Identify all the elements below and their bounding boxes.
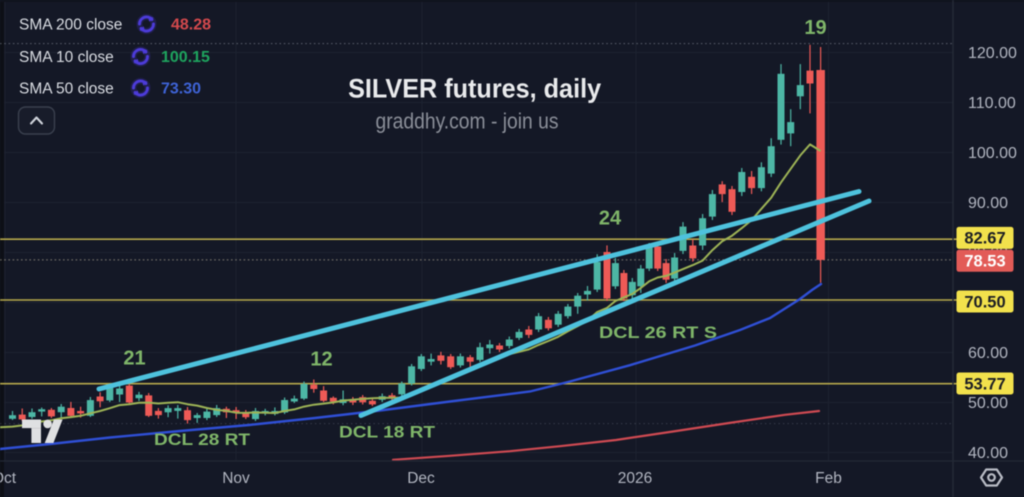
svg-text:50.00: 50.00 [968,395,1008,412]
svg-text:DCL 18 RT: DCL 18 RT [339,423,436,442]
svg-text:73.30: 73.30 [161,80,201,97]
svg-text:Oct: Oct [0,470,17,487]
svg-text:SMA 50 close: SMA 50 close [19,80,114,97]
svg-text:SMA 200 close: SMA 200 close [19,16,122,33]
svg-text:120.00: 120.00 [968,45,1017,62]
svg-text:2026: 2026 [618,470,652,487]
svg-text:53.77: 53.77 [964,375,1005,393]
svg-text:110.00: 110.00 [968,95,1016,112]
svg-text:graddhy.com - join us: graddhy.com - join us [376,109,559,134]
svg-text:100.15: 100.15 [161,49,210,66]
svg-text:Feb: Feb [815,470,842,487]
svg-text:12: 12 [310,349,332,371]
svg-text:SILVER futures, daily: SILVER futures, daily [348,74,601,104]
svg-text:78.53: 78.53 [964,253,1005,271]
svg-text:60.00: 60.00 [968,345,1008,362]
svg-text:DCL 26 RT S: DCL 26 RT S [599,323,717,342]
svg-text:Nov: Nov [222,470,250,487]
svg-text:SMA 10 close: SMA 10 close [19,49,114,66]
svg-text:24: 24 [599,208,622,230]
svg-text:19: 19 [804,17,826,39]
svg-text:70.50: 70.50 [964,293,1005,311]
svg-text:40.00: 40.00 [968,445,1008,462]
svg-text:Dec: Dec [407,470,435,487]
svg-text:21: 21 [123,348,145,370]
svg-text:90.00: 90.00 [968,195,1008,212]
svg-text:100.00: 100.00 [968,145,1017,162]
svg-text:DCL 28 RT: DCL 28 RT [154,430,251,449]
svg-text:82.67: 82.67 [964,230,1005,248]
svg-text:48.28: 48.28 [171,16,211,33]
